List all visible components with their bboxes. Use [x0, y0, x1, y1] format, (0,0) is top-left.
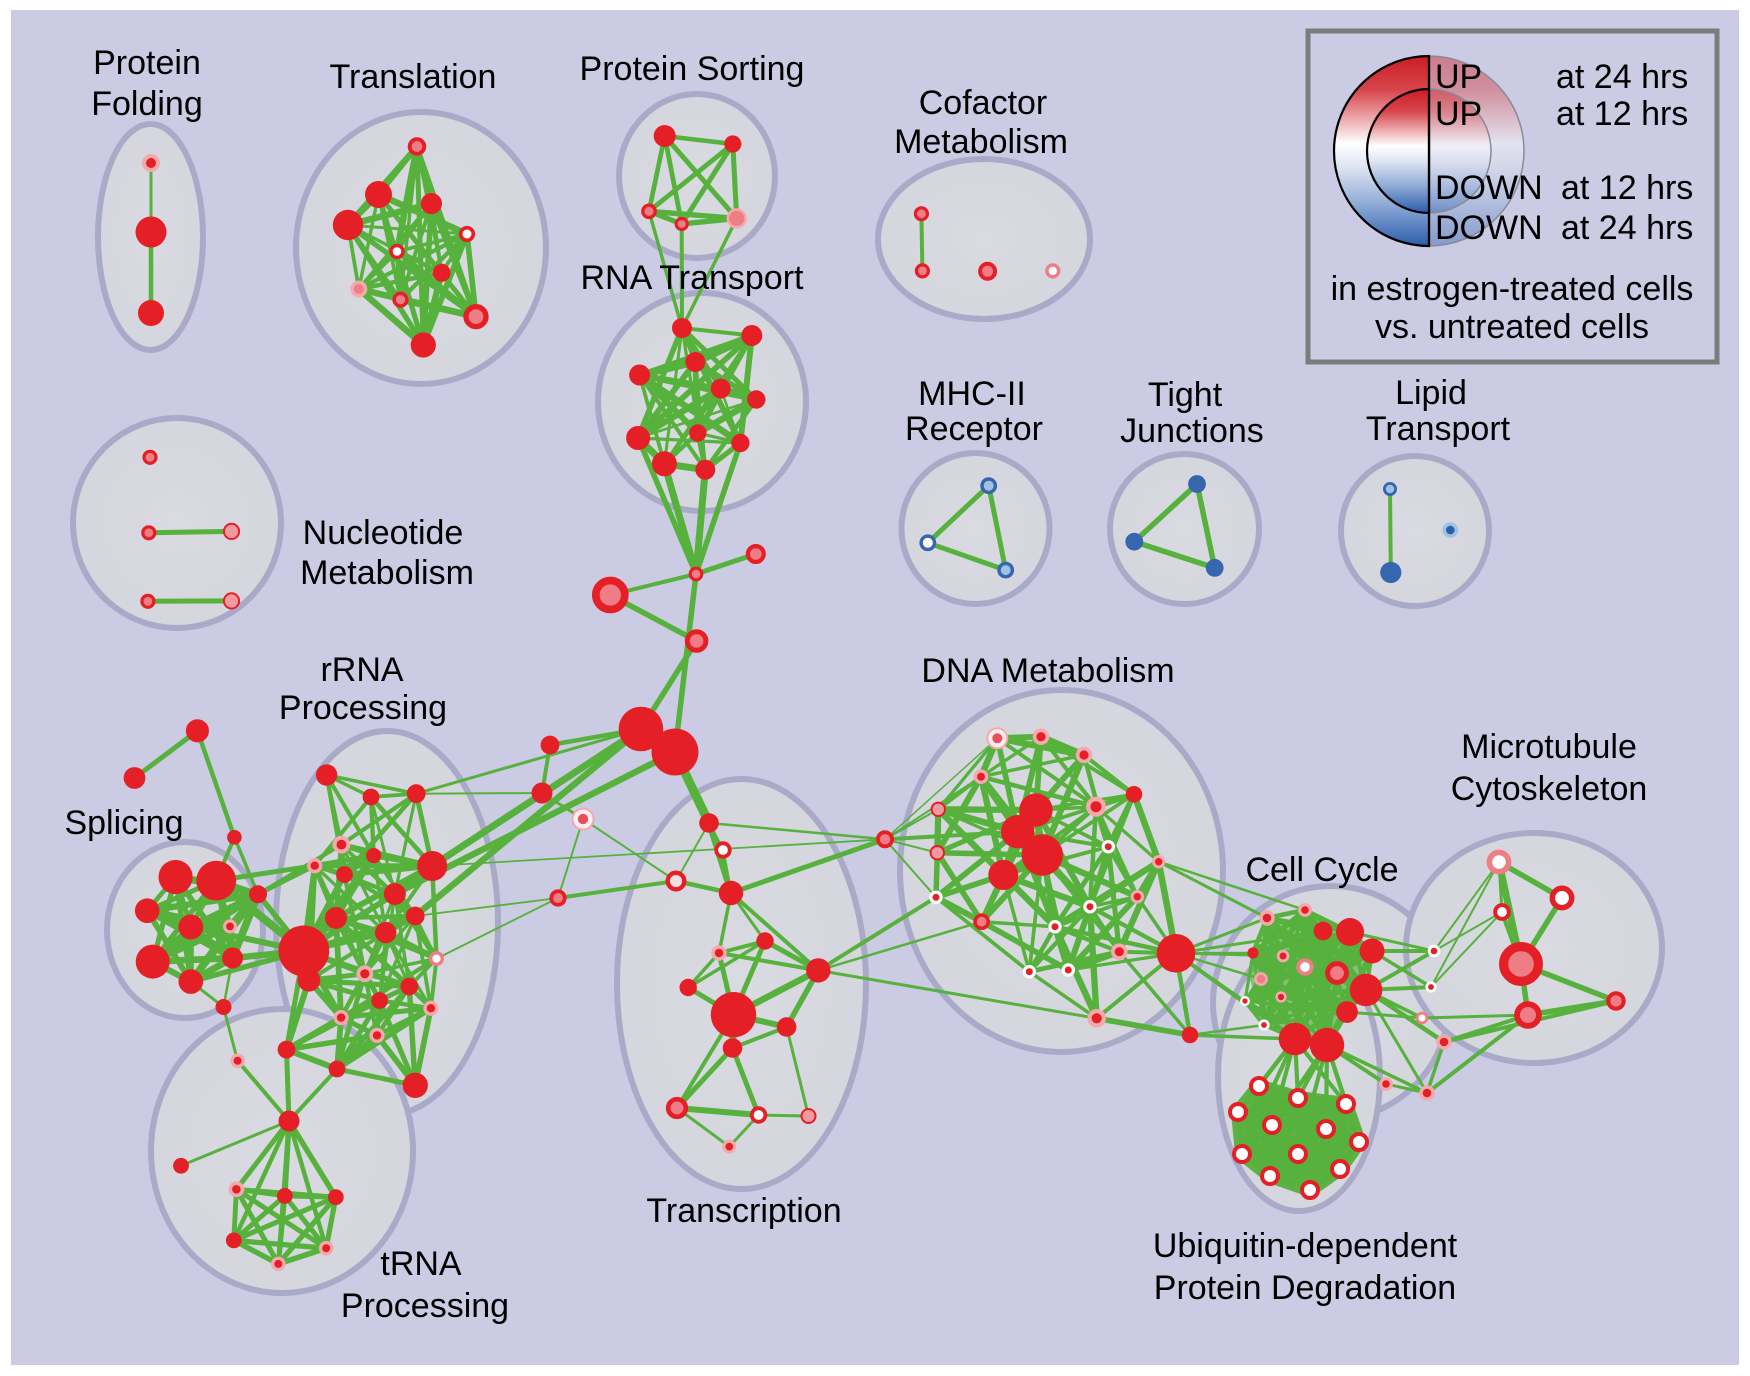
svg-text:Lipid: Lipid: [1395, 374, 1467, 412]
svg-text:in estrogen-treated cells: in estrogen-treated cells: [1331, 270, 1694, 308]
svg-text:Cofactor: Cofactor: [919, 84, 1048, 122]
svg-text:UP: UP: [1435, 95, 1482, 133]
svg-text:at 24 hrs: at 24 hrs: [1561, 209, 1693, 247]
svg-text:Processing: Processing: [341, 1287, 509, 1325]
svg-text:Metabolism: Metabolism: [300, 554, 474, 592]
svg-text:tRNA: tRNA: [380, 1245, 462, 1283]
svg-text:UP: UP: [1435, 58, 1482, 96]
svg-text:rRNA: rRNA: [320, 651, 403, 689]
svg-text:at 12 hrs: at 12 hrs: [1561, 169, 1693, 207]
svg-text:Nucleotide: Nucleotide: [303, 514, 464, 552]
svg-text:Tight: Tight: [1148, 376, 1223, 414]
svg-text:Cytoskeleton: Cytoskeleton: [1451, 770, 1648, 808]
svg-text:Receptor: Receptor: [905, 410, 1043, 448]
svg-text:Transport: Transport: [1366, 410, 1511, 448]
svg-text:at 12 hrs: at 12 hrs: [1556, 95, 1688, 133]
svg-text:at 24 hrs: at 24 hrs: [1556, 58, 1688, 96]
svg-text:Ubiquitin-dependent: Ubiquitin-dependent: [1153, 1227, 1458, 1265]
svg-text:DOWN: DOWN: [1435, 209, 1543, 247]
svg-text:Splicing: Splicing: [64, 804, 183, 842]
svg-text:Protein Sorting: Protein Sorting: [580, 50, 805, 88]
svg-text:Protein Degradation: Protein Degradation: [1154, 1269, 1456, 1307]
svg-text:Cell Cycle: Cell Cycle: [1245, 851, 1398, 889]
svg-text:DOWN: DOWN: [1435, 169, 1543, 207]
svg-text:Microtubule: Microtubule: [1461, 728, 1637, 766]
svg-text:Metabolism: Metabolism: [894, 123, 1068, 161]
svg-text:Protein: Protein: [93, 44, 201, 82]
svg-text:MHC-II: MHC-II: [918, 375, 1026, 413]
svg-text:DNA Metabolism: DNA Metabolism: [921, 652, 1174, 690]
svg-text:Junctions: Junctions: [1120, 412, 1264, 450]
svg-text:vs. untreated cells: vs. untreated cells: [1375, 308, 1649, 346]
svg-text:Folding: Folding: [91, 85, 203, 123]
svg-text:Transcription: Transcription: [646, 1192, 841, 1230]
svg-text:Translation: Translation: [330, 58, 497, 96]
svg-text:Processing: Processing: [279, 689, 447, 727]
svg-text:RNA Transport: RNA Transport: [581, 259, 805, 297]
